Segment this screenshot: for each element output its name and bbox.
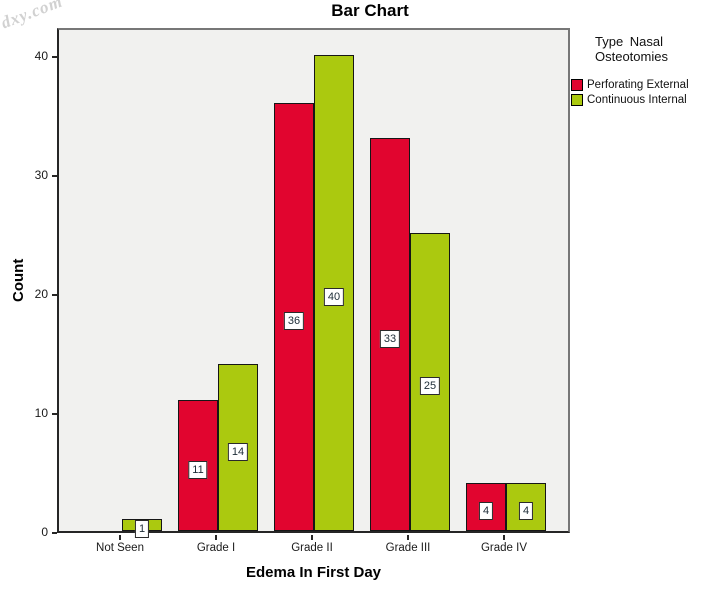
bar-value-label: 4 — [518, 502, 534, 520]
y-tick-label: 10 — [34, 406, 48, 420]
bar-value-label: 1 — [134, 520, 150, 538]
plot-area: 1 11 14 36 40 33 25 4 4 — [57, 28, 570, 538]
x-tick-label-grade-i: Grade I — [196, 542, 236, 554]
legend-item-label: Continuous Internal — [587, 93, 687, 106]
x-tick-mark — [119, 535, 121, 540]
bar-value-label: 14 — [227, 442, 249, 461]
bar-value-label: 40 — [323, 288, 345, 306]
y-tick-label: 20 — [34, 287, 48, 301]
y-axis: 0 10 20 30 40 — [0, 28, 57, 539]
x-axis-title: Edema In First Day — [245, 564, 382, 581]
bar-value-label: 25 — [419, 377, 441, 395]
y-axis-title: Count — [10, 258, 27, 303]
y-tick-label: 0 — [41, 525, 48, 539]
x-tick-mark — [503, 535, 505, 540]
x-tick-label-not-seen: Not Seen — [96, 542, 144, 554]
y-tick-mark — [52, 413, 57, 415]
y-tick-mark — [52, 294, 57, 296]
bar-value-label: 11 — [188, 460, 208, 479]
y-tick-mark — [52, 56, 57, 58]
legend-title-line2: Osteotomies — [595, 49, 668, 64]
x-axis: Not Seen Grade I Grade II Grade III Grade IV — [57, 533, 570, 561]
y-tick-mark — [52, 175, 57, 177]
y-tick-mark — [52, 532, 57, 534]
legend-title: Type Nasal Osteotomies — [595, 34, 709, 64]
legend-title-line1: Type Nasal — [595, 34, 664, 49]
chart-title: Bar Chart — [331, 1, 409, 20]
legend-swatch-icon — [571, 93, 583, 106]
legend-swatch-icon — [571, 78, 583, 91]
y-tick-label: 30 — [34, 168, 48, 182]
x-tick-mark — [311, 535, 313, 540]
x-tick-label-grade-iii: Grade III — [385, 542, 431, 554]
legend-item: Continuous Internal — [571, 92, 709, 107]
bar-value-label: 36 — [283, 312, 305, 330]
legend-item: Perforating External — [571, 77, 709, 92]
x-tick-mark — [407, 535, 409, 540]
bar-value-label: 4 — [478, 502, 494, 520]
x-tick-label-grade-iv: Grade IV — [480, 542, 528, 554]
y-tick-label: 40 — [34, 49, 48, 63]
x-tick-mark — [215, 535, 217, 540]
bar-value-label: 33 — [379, 329, 401, 348]
x-tick-label-grade-ii: Grade II — [291, 542, 333, 554]
legend-items: Perforating External Continuous Internal — [571, 77, 709, 107]
legend: Type Nasal Osteotomies Perforating Exter… — [571, 34, 709, 107]
legend-item-label: Perforating External — [587, 78, 689, 91]
